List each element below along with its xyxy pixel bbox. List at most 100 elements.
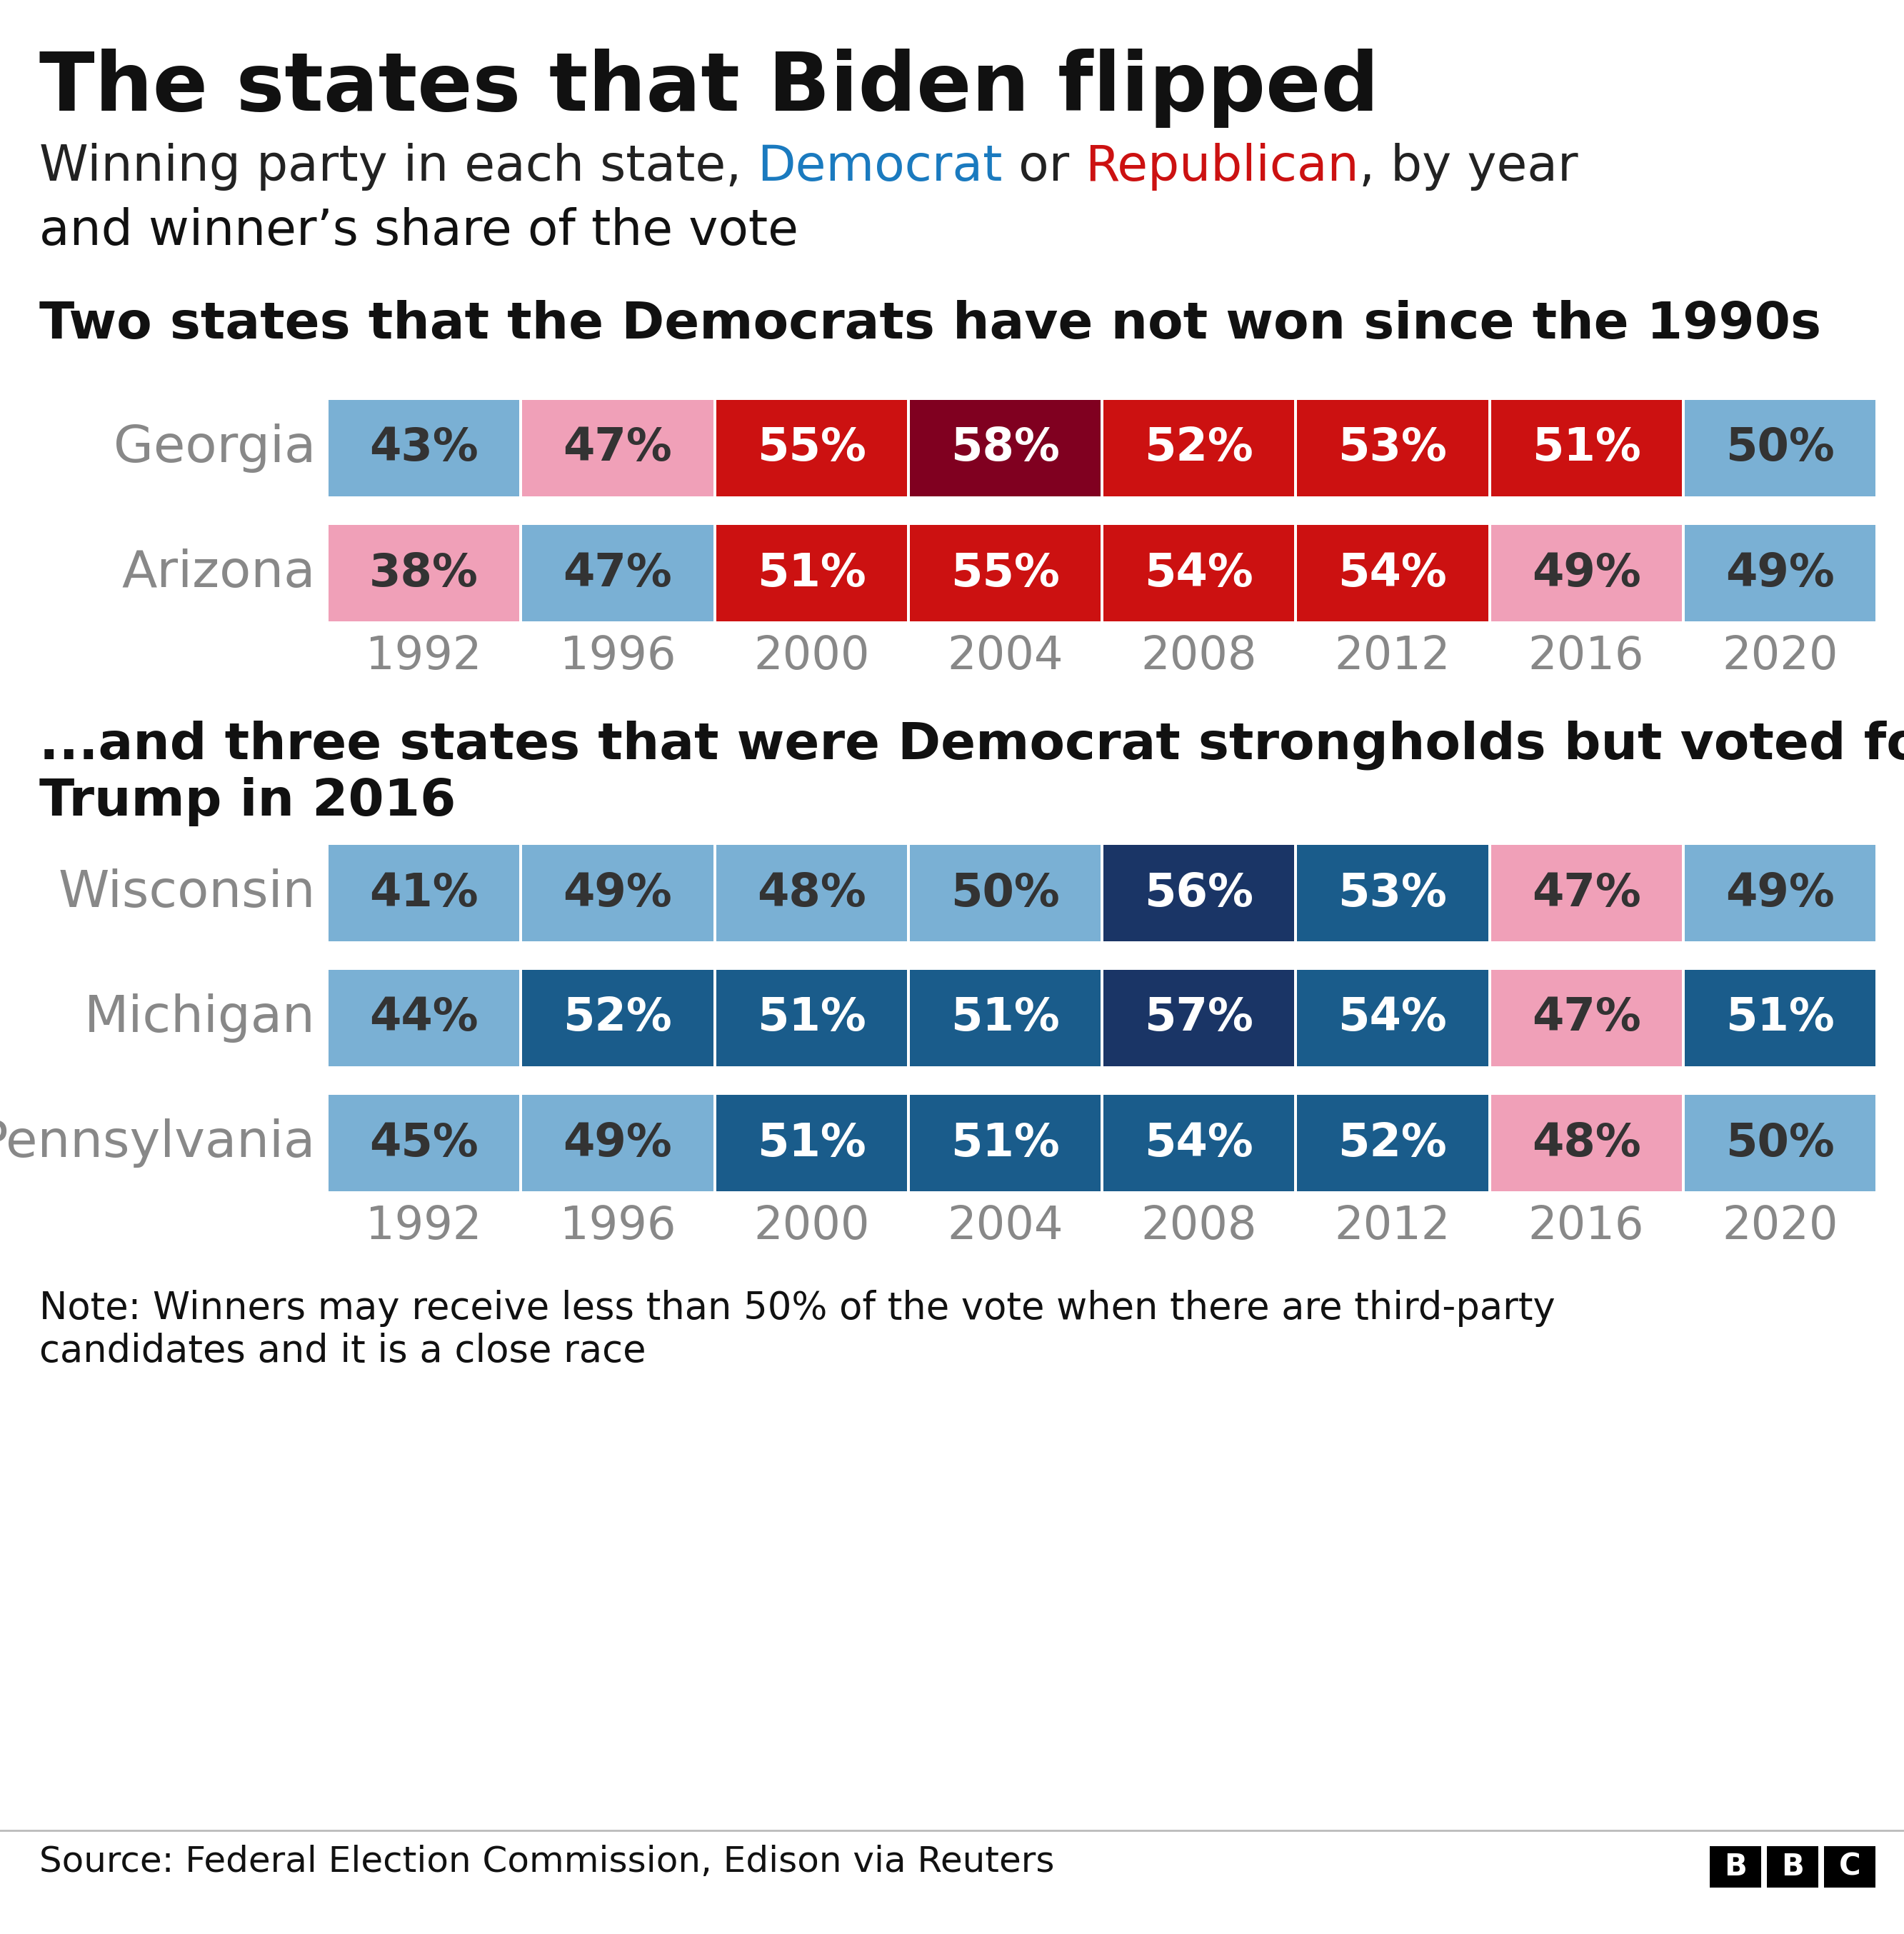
Text: 44%: 44% [369,996,478,1040]
Bar [716,1095,906,1191]
Text: Michigan: Michigan [84,994,316,1042]
Text: 51%: 51% [758,551,866,596]
Text: 1996: 1996 [560,634,676,679]
Text: 50%: 50% [950,870,1061,915]
Text: 47%: 47% [1531,870,1641,915]
Text: 54%: 54% [1144,551,1253,596]
Text: 51%: 51% [1725,996,1835,1040]
Bar [1297,845,1489,942]
Bar [1710,1847,1761,1888]
Bar [329,969,520,1066]
Bar [522,524,714,621]
Text: B: B [1782,1853,1803,1882]
Text: , by year: , by year [1359,143,1578,191]
Text: 51%: 51% [758,996,866,1040]
Text: 56%: 56% [1144,870,1253,915]
Bar [1104,969,1295,1066]
Text: 2004: 2004 [946,1205,1062,1247]
Text: Source: Federal Election Commission, Edison via Reuters: Source: Federal Election Commission, Edi… [40,1845,1055,1880]
Bar [329,1095,520,1191]
Text: 49%: 49% [564,1122,672,1164]
Text: 50%: 50% [1725,1122,1835,1164]
Text: 2004: 2004 [946,634,1062,679]
Text: 47%: 47% [564,551,672,596]
Bar [329,400,520,497]
Text: 2000: 2000 [754,634,870,679]
Text: 2012: 2012 [1335,1205,1451,1247]
Bar [1685,1095,1875,1191]
Bar [1685,524,1875,621]
Text: 52%: 52% [1144,425,1253,470]
Text: or: or [1003,143,1085,191]
Text: 51%: 51% [758,1122,866,1164]
Text: Wisconsin: Wisconsin [59,868,316,919]
Text: 48%: 48% [758,870,866,915]
Bar [1491,1095,1681,1191]
Text: 2012: 2012 [1335,634,1451,679]
Bar [329,524,520,621]
Text: Democrat: Democrat [758,143,1003,191]
Bar [910,524,1101,621]
Bar [1104,400,1295,497]
Text: 47%: 47% [564,425,672,470]
Text: Note: Winners may receive less than 50% of the vote when there are third-party
c: Note: Winners may receive less than 50% … [40,1290,1556,1369]
Text: 2016: 2016 [1529,1205,1645,1247]
Text: 52%: 52% [564,996,672,1040]
Bar [1104,1095,1295,1191]
Text: 2000: 2000 [754,1205,870,1247]
Bar [716,969,906,1066]
Text: Pennsylvania: Pennsylvania [0,1118,316,1168]
Bar [522,400,714,497]
Bar [1104,524,1295,621]
Bar [1297,524,1489,621]
Text: 55%: 55% [950,551,1061,596]
Text: 49%: 49% [1531,551,1641,596]
Text: Arizona: Arizona [122,549,316,598]
Text: 57%: 57% [1144,996,1253,1040]
Text: 1992: 1992 [366,1205,482,1247]
Bar [1297,400,1489,497]
Bar [1685,969,1875,1066]
Text: 51%: 51% [1531,425,1641,470]
Bar [1491,845,1681,942]
Text: Winning party in each state,: Winning party in each state, [40,143,758,191]
Text: 54%: 54% [1339,996,1447,1040]
Bar [522,845,714,942]
Bar [329,845,520,942]
Text: 55%: 55% [756,425,866,470]
Text: 1996: 1996 [560,1205,676,1247]
Bar [1297,969,1489,1066]
Text: 49%: 49% [564,870,672,915]
Bar [910,400,1101,497]
Text: 2020: 2020 [1721,1205,1837,1247]
Text: 47%: 47% [1531,996,1641,1040]
Text: 58%: 58% [950,425,1061,470]
Text: 53%: 53% [1339,870,1447,915]
Bar [716,845,906,942]
Text: 48%: 48% [1531,1122,1641,1164]
Bar [716,400,906,497]
Text: 43%: 43% [369,425,478,470]
Text: 49%: 49% [1725,870,1835,915]
Text: 51%: 51% [950,1122,1061,1164]
Bar [1685,400,1875,497]
Text: 54%: 54% [1144,1122,1253,1164]
Bar [1297,1095,1489,1191]
Bar [1824,1847,1875,1888]
Text: The states that Biden flipped: The states that Biden flipped [40,48,1378,128]
Bar [522,969,714,1066]
Bar [910,845,1101,942]
Text: Republican: Republican [1085,143,1359,191]
Text: ...and three states that were Democrat strongholds but voted for
Trump in 2016: ...and three states that were Democrat s… [40,719,1904,826]
Text: 2020: 2020 [1721,634,1837,679]
Text: 54%: 54% [1339,551,1447,596]
Text: 50%: 50% [1725,425,1835,470]
Text: 49%: 49% [1725,551,1835,596]
Text: 41%: 41% [369,870,478,915]
Bar [1104,845,1295,942]
Bar [1491,400,1681,497]
Bar [910,969,1101,1066]
Text: Georgia: Georgia [114,424,316,472]
Text: and winner’s share of the vote: and winner’s share of the vote [40,207,798,255]
Text: 1992: 1992 [366,634,482,679]
